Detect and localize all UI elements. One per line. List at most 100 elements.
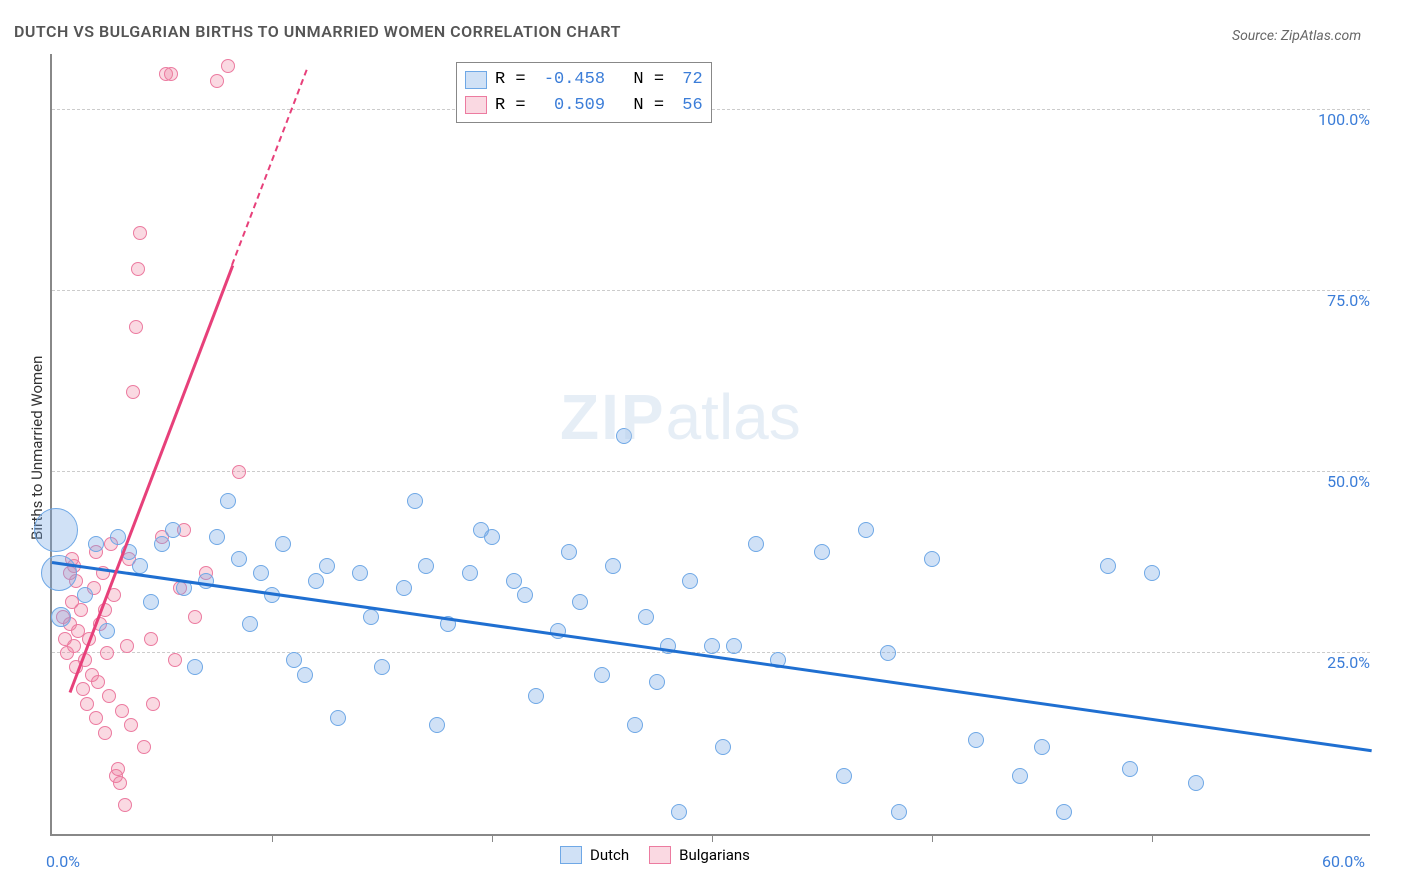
- data-point-bulgarians: [76, 682, 90, 696]
- data-point-dutch: [726, 638, 742, 654]
- data-point-dutch: [924, 551, 940, 567]
- data-point-bulgarians: [137, 740, 151, 754]
- data-point-dutch: [605, 558, 621, 574]
- source-attribution: Source: ZipAtlas.com: [1232, 28, 1361, 44]
- data-point-bulgarians: [102, 689, 116, 703]
- source-name: ZipAtlas.com: [1281, 28, 1361, 44]
- data-point-dutch: [561, 544, 577, 560]
- stats-text: R =: [495, 67, 536, 93]
- data-point-dutch: [484, 529, 500, 545]
- data-point-bulgarians: [168, 653, 182, 667]
- data-point-dutch: [77, 587, 93, 603]
- stats-n-bulgarians: 56: [682, 93, 702, 119]
- data-point-dutch: [231, 551, 247, 567]
- data-point-dutch: [462, 565, 478, 581]
- data-point-dutch: [1012, 768, 1028, 784]
- data-point-dutch: [836, 768, 852, 784]
- data-point-dutch: [209, 529, 225, 545]
- trend-line: [231, 69, 308, 265]
- chart-title: DUTCH VS BULGARIAN BIRTHS TO UNMARRIED W…: [14, 22, 621, 41]
- data-point-dutch: [88, 536, 104, 552]
- data-point-dutch: [506, 573, 522, 589]
- data-point-dutch: [517, 587, 533, 603]
- data-point-dutch: [275, 536, 291, 552]
- data-point-dutch: [330, 710, 346, 726]
- data-point-dutch: [418, 558, 434, 574]
- data-point-dutch: [858, 522, 874, 538]
- x-tick-label: 0.0%: [46, 852, 80, 871]
- stats-text: N =: [613, 67, 674, 93]
- data-point-bulgarians: [89, 711, 103, 725]
- data-point-dutch: [363, 609, 379, 625]
- data-point-bulgarians: [188, 610, 202, 624]
- data-point-bulgarians: [129, 320, 143, 334]
- data-point-dutch: [374, 659, 390, 675]
- trend-line: [68, 265, 234, 693]
- data-point-bulgarians: [113, 776, 127, 790]
- data-point-dutch: [253, 565, 269, 581]
- data-point-dutch: [715, 739, 731, 755]
- data-point-bulgarians: [131, 262, 145, 276]
- data-point-dutch: [220, 493, 236, 509]
- data-point-dutch: [1188, 775, 1204, 791]
- stats-row-bulgarians: R = 0.509 N = 56: [465, 93, 703, 119]
- stats-n-dutch: 72: [682, 67, 702, 93]
- swatch-bulgarians: [649, 846, 671, 864]
- data-point-dutch: [880, 645, 896, 661]
- data-point-dutch: [891, 804, 907, 820]
- x-tick-label: 60.0%: [1322, 852, 1365, 871]
- data-point-dutch: [154, 536, 170, 552]
- data-point-dutch: [34, 508, 78, 552]
- data-point-bulgarians: [98, 726, 112, 740]
- legend-item-bulgarians: Bulgarians: [649, 846, 750, 864]
- data-point-dutch: [187, 659, 203, 675]
- data-point-bulgarians: [118, 798, 132, 812]
- data-point-dutch: [1122, 761, 1138, 777]
- swatch-dutch: [560, 846, 582, 864]
- data-point-bulgarians: [111, 762, 125, 776]
- data-point-bulgarians: [232, 465, 246, 479]
- data-point-dutch: [143, 594, 159, 610]
- data-point-dutch: [814, 544, 830, 560]
- data-point-bulgarians: [144, 632, 158, 646]
- data-point-dutch: [1034, 739, 1050, 755]
- swatch-bulgarians: [465, 96, 487, 114]
- data-point-dutch: [649, 674, 665, 690]
- x-tick: [272, 834, 273, 842]
- data-point-dutch: [748, 536, 764, 552]
- data-point-bulgarians: [221, 59, 235, 73]
- data-point-dutch: [308, 573, 324, 589]
- data-point-dutch: [616, 428, 632, 444]
- data-point-dutch: [429, 717, 445, 733]
- y-tick-label: 75.0%: [1290, 291, 1370, 310]
- data-point-bulgarians: [210, 74, 224, 88]
- data-point-dutch: [110, 529, 126, 545]
- data-point-bulgarians: [67, 639, 81, 653]
- x-tick: [712, 834, 713, 842]
- data-point-dutch: [704, 638, 720, 654]
- data-point-bulgarians: [100, 646, 114, 660]
- data-point-bulgarians: [91, 675, 105, 689]
- x-tick: [492, 834, 493, 842]
- data-point-dutch: [1056, 804, 1072, 820]
- legend-label-bulgarians: Bulgarians: [679, 846, 750, 864]
- plot-area: [50, 54, 1370, 836]
- data-point-dutch: [528, 688, 544, 704]
- data-point-dutch: [396, 580, 412, 596]
- data-point-dutch: [671, 804, 687, 820]
- data-point-bulgarians: [115, 704, 129, 718]
- x-tick: [932, 834, 933, 842]
- data-point-dutch: [627, 717, 643, 733]
- source-prefix: Source:: [1232, 28, 1281, 44]
- stats-r-dutch: -0.458: [544, 67, 605, 93]
- legend-label-dutch: Dutch: [590, 846, 629, 864]
- data-point-bulgarians: [80, 697, 94, 711]
- data-point-dutch: [594, 667, 610, 683]
- stats-text: N =: [613, 93, 674, 119]
- correlation-stats-box: R = -0.458 N = 72 R = 0.509 N = 56: [456, 62, 712, 123]
- data-point-dutch: [638, 609, 654, 625]
- trend-line: [52, 561, 1372, 752]
- data-point-dutch: [242, 616, 258, 632]
- gridline: [52, 471, 1370, 472]
- data-point-bulgarians: [74, 603, 88, 617]
